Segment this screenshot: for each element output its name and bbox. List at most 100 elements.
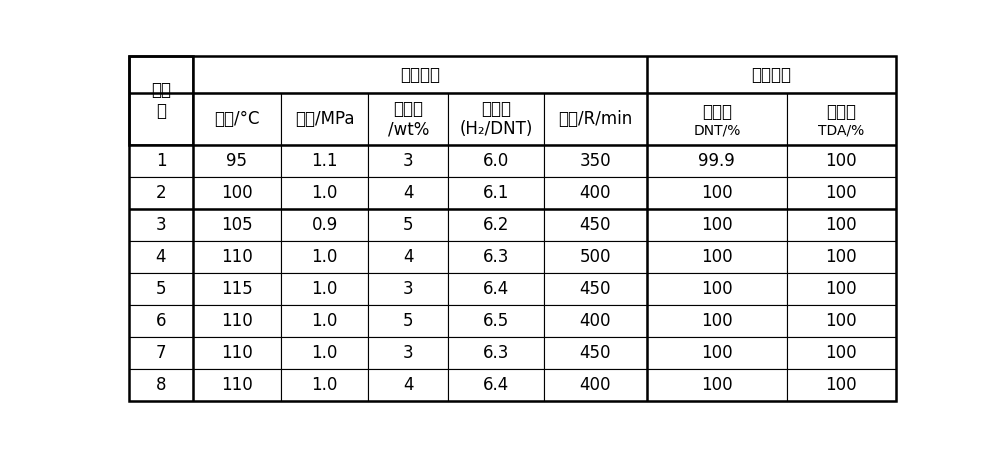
Text: 450: 450 — [580, 280, 611, 298]
Text: 4: 4 — [156, 248, 166, 266]
Text: 100: 100 — [701, 183, 733, 202]
Bar — [281, 93, 368, 145]
Text: 2: 2 — [156, 183, 166, 202]
Bar — [368, 241, 448, 273]
Text: 100: 100 — [826, 248, 857, 266]
Text: 100: 100 — [826, 376, 857, 395]
Bar — [129, 209, 193, 241]
Text: 1.0: 1.0 — [311, 312, 338, 330]
Text: 100: 100 — [701, 216, 733, 234]
Bar — [647, 93, 787, 145]
Bar — [368, 145, 448, 177]
Text: 4: 4 — [403, 248, 414, 266]
Text: 进料比
(H₂/DNT): 进料比 (H₂/DNT) — [459, 100, 533, 138]
Text: 6.3: 6.3 — [483, 344, 509, 362]
Text: 实施
例: 实施 例 — [151, 81, 171, 120]
Text: 110: 110 — [221, 376, 253, 395]
Text: 搅速/R/min: 搅速/R/min — [558, 110, 633, 128]
Text: 7: 7 — [156, 344, 166, 362]
Bar — [193, 273, 281, 305]
Bar — [647, 209, 787, 241]
Bar — [448, 177, 544, 209]
Text: 1: 1 — [156, 152, 166, 169]
Bar — [129, 305, 193, 337]
Bar — [647, 56, 896, 93]
Bar — [647, 337, 787, 369]
Bar — [448, 305, 544, 337]
Text: 6.4: 6.4 — [483, 280, 509, 298]
Text: 95: 95 — [226, 152, 247, 169]
Bar — [544, 337, 647, 369]
Text: 6.4: 6.4 — [483, 376, 509, 395]
Text: 选择性: 选择性 — [826, 103, 856, 121]
Text: 110: 110 — [221, 312, 253, 330]
Bar — [544, 305, 647, 337]
Text: 8: 8 — [156, 376, 166, 395]
Text: 110: 110 — [221, 248, 253, 266]
Bar — [787, 93, 896, 145]
Bar — [448, 241, 544, 273]
Bar — [281, 337, 368, 369]
Bar — [193, 145, 281, 177]
Bar — [129, 369, 193, 401]
Bar — [129, 273, 193, 305]
Bar — [193, 305, 281, 337]
Bar — [368, 93, 448, 145]
Text: 100: 100 — [701, 344, 733, 362]
Text: 3: 3 — [403, 280, 414, 298]
Text: 1.0: 1.0 — [311, 183, 338, 202]
Text: 6.2: 6.2 — [483, 216, 509, 234]
Text: 5: 5 — [403, 216, 414, 234]
Text: 评价结果: 评价结果 — [752, 66, 792, 84]
Bar — [281, 241, 368, 273]
Bar — [281, 209, 368, 241]
Bar — [448, 93, 544, 145]
Bar — [544, 241, 647, 273]
Bar — [129, 56, 193, 145]
Bar — [193, 337, 281, 369]
Text: 1.0: 1.0 — [311, 344, 338, 362]
Text: 100: 100 — [701, 280, 733, 298]
Text: 100: 100 — [701, 248, 733, 266]
Bar — [368, 177, 448, 209]
Bar — [647, 369, 787, 401]
Text: 1.0: 1.0 — [311, 376, 338, 395]
Text: 105: 105 — [221, 216, 253, 234]
Text: 100: 100 — [221, 183, 253, 202]
Text: 110: 110 — [221, 344, 253, 362]
Bar — [787, 145, 896, 177]
Text: 400: 400 — [580, 376, 611, 395]
Bar — [368, 273, 448, 305]
Text: 温度/°C: 温度/°C — [214, 110, 260, 128]
Text: 450: 450 — [580, 216, 611, 234]
Text: 3: 3 — [403, 152, 414, 169]
Text: 100: 100 — [826, 183, 857, 202]
Text: 1.0: 1.0 — [311, 248, 338, 266]
Bar — [544, 209, 647, 241]
Text: 6.0: 6.0 — [483, 152, 509, 169]
Text: 400: 400 — [580, 183, 611, 202]
Bar — [368, 337, 448, 369]
Text: 固含量
/wt%: 固含量 /wt% — [388, 100, 429, 138]
Bar — [544, 273, 647, 305]
Bar — [368, 209, 448, 241]
Bar — [281, 177, 368, 209]
Bar — [281, 273, 368, 305]
Bar — [787, 305, 896, 337]
Text: 100: 100 — [826, 216, 857, 234]
Text: 6.3: 6.3 — [483, 248, 509, 266]
Bar — [647, 241, 787, 273]
Bar — [193, 93, 281, 145]
Bar — [448, 209, 544, 241]
Bar — [448, 369, 544, 401]
Bar — [193, 369, 281, 401]
Bar — [787, 273, 896, 305]
Bar — [448, 337, 544, 369]
Bar — [281, 369, 368, 401]
Bar — [647, 177, 787, 209]
Bar — [647, 305, 787, 337]
Text: 100: 100 — [826, 152, 857, 169]
Text: 4: 4 — [403, 376, 414, 395]
Text: 350: 350 — [580, 152, 611, 169]
Text: 反应条件: 反应条件 — [400, 66, 440, 84]
